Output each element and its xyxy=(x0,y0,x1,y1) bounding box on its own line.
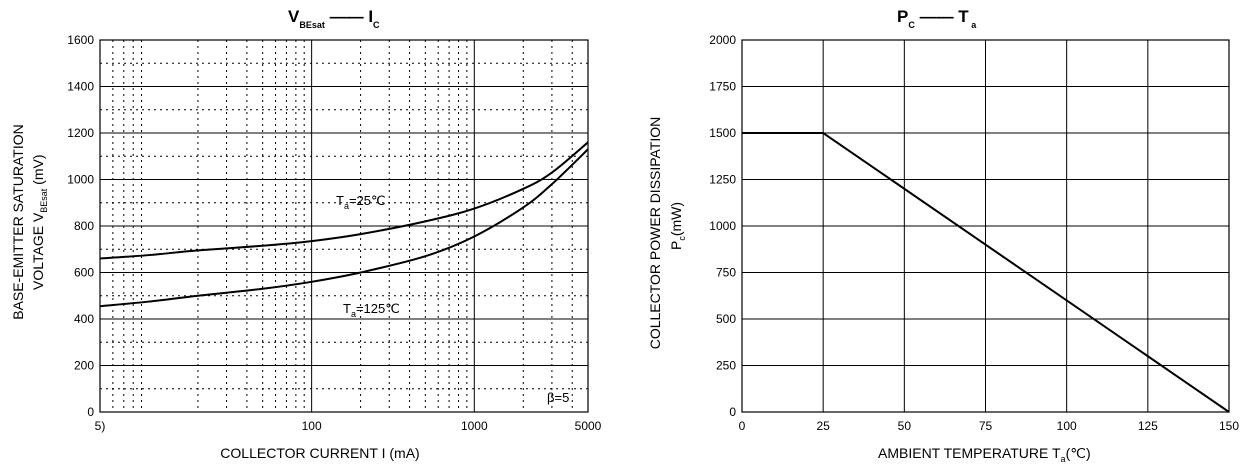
x-tick-label: 100 xyxy=(302,419,322,433)
y-axis-label-line2: VOLTAGE VBEsat (mV) xyxy=(30,154,49,290)
y-tick-label: 1250 xyxy=(709,173,736,187)
y-axis-label-line1: COLLECTOR POWER DISSIPATION xyxy=(647,117,663,350)
x-tick-label: 150 xyxy=(1219,419,1239,433)
y-tick-label: 1400 xyxy=(67,80,94,94)
chart-title: PC —— T a xyxy=(897,7,977,30)
y-tick-label: 750 xyxy=(716,266,736,280)
y-tick-label: 2000 xyxy=(709,33,736,47)
series-line-ta25 xyxy=(99,141,589,260)
series-label-ta25: Ta=25℃ xyxy=(336,193,386,211)
y-tick-label: 1200 xyxy=(67,126,94,140)
y-tick-label: 800 xyxy=(74,219,94,233)
x-tick-label: 0 xyxy=(739,419,746,433)
x-tick-label: 50 xyxy=(898,419,912,433)
x-tick-label: 1000 xyxy=(461,419,488,433)
x-tick-label: 125 xyxy=(1138,419,1158,433)
y-tick-label: 400 xyxy=(74,312,94,326)
y-tick-label: 500 xyxy=(716,312,736,326)
y-tick-label: 1750 xyxy=(709,80,736,94)
y-tick-label: 1500 xyxy=(709,126,736,140)
series-label-ta125: Ta=125℃ xyxy=(343,301,400,319)
x-tick-label: 25 xyxy=(816,419,830,433)
x-tick-label: 5) xyxy=(95,419,106,433)
y-axis-label-line2: Pc(mW) xyxy=(668,202,687,250)
y-tick-label: 0 xyxy=(87,405,94,419)
y-tick-label: 0 xyxy=(729,405,736,419)
x-tick-label: 5000 xyxy=(575,419,602,433)
y-tick-label: 250 xyxy=(716,359,736,373)
plot-frame xyxy=(99,39,589,413)
x-tick-label: 75 xyxy=(979,419,993,433)
y-tick-label: 1000 xyxy=(709,219,736,233)
y-axis-label-line1: BASE-EMITTER SATURATION xyxy=(10,124,26,320)
y-tick-label: 1600 xyxy=(67,33,94,47)
y-tick-label: 1000 xyxy=(67,173,94,187)
series-line-ta125 xyxy=(99,148,589,308)
x-axis-label: COLLECTOR CURRENT I (mA) xyxy=(220,445,419,461)
plot-frame xyxy=(741,39,1230,413)
y-tick-label: 600 xyxy=(74,266,94,280)
y-tick-label: 200 xyxy=(74,359,94,373)
series-line-derating xyxy=(742,132,1230,413)
vbesat-vs-ic-chart: 0 200 400 600 800 1000 1200 1400 1600 5) 100 1000 50… xyxy=(10,7,602,461)
pc-vs-ta-chart: 0 250 500 750 1000 1250 1500 1750 2000 0 25 50 75 100… xyxy=(647,7,1239,464)
beta-annotation: β=5 xyxy=(547,390,569,405)
x-axis-label: AMBIENT TEMPERATURE Ta(℃) xyxy=(878,445,1091,464)
x-tick-label: 100 xyxy=(1057,419,1077,433)
chart-title: VBEsat —— IC xyxy=(288,7,380,30)
